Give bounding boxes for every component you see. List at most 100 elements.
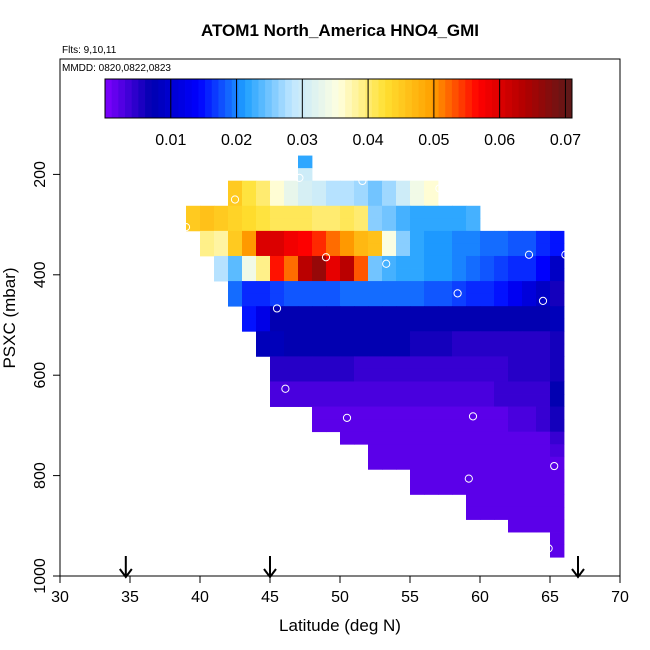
heatmap-cell	[522, 519, 537, 533]
colorbar-swatch	[391, 79, 399, 118]
heatmap-cell	[522, 368, 537, 382]
colorbar-swatch	[518, 79, 526, 118]
heatmap-cell	[354, 368, 369, 382]
heatmap-cell	[354, 230, 369, 244]
heatmap-cell	[396, 281, 411, 295]
heatmap-cell	[522, 281, 537, 295]
heatmap-cell	[536, 444, 551, 458]
heatmap-cell	[522, 293, 537, 307]
heatmap-cell	[200, 205, 215, 219]
heatmap-cell	[368, 255, 383, 269]
heatmap-cell	[536, 243, 551, 257]
heatmap-cell	[340, 180, 355, 194]
heatmap-cell	[284, 243, 299, 257]
observation-point	[468, 412, 478, 421]
heatmap-cell	[298, 293, 313, 307]
heatmap-cell	[382, 394, 397, 407]
heatmap-cell	[298, 306, 313, 320]
heatmap-cell	[214, 205, 229, 219]
heatmap-cell	[270, 180, 285, 194]
flight-arrow	[263, 556, 277, 579]
heatmap-cell	[438, 444, 453, 458]
heatmap-cell	[396, 419, 411, 433]
heatmap-cell	[550, 381, 565, 395]
heatmap-cell	[256, 193, 271, 207]
heatmap-cell	[312, 180, 327, 194]
heatmap-cell	[522, 381, 537, 395]
heatmap-cell	[480, 481, 495, 495]
heatmap-cell	[452, 230, 467, 244]
heatmap-cell	[410, 318, 425, 332]
heatmap-cell	[242, 230, 257, 244]
heatmap-cell	[256, 243, 271, 257]
heatmap-cell	[312, 394, 327, 407]
colorbar-swatch	[325, 79, 333, 118]
heatmap-cell	[256, 205, 271, 219]
heatmap-cell	[536, 255, 551, 269]
heatmap-cell	[494, 419, 509, 433]
heatmap-cell	[410, 406, 425, 420]
heatmap-cell	[410, 394, 425, 407]
heatmap-cell	[438, 306, 453, 320]
heatmap-cell	[340, 205, 355, 219]
observation-point	[181, 223, 191, 232]
heatmap-cell	[396, 255, 411, 269]
heatmap-cell	[466, 431, 481, 445]
heatmap-cell	[508, 419, 523, 433]
heatmap-cell	[298, 180, 313, 194]
heatmap-cell	[438, 268, 453, 282]
heatmap-cell	[494, 356, 509, 370]
colorbar-swatch	[258, 79, 266, 118]
heatmap-cell	[424, 356, 439, 370]
heatmap-cell	[410, 419, 425, 433]
heatmap-cell	[550, 318, 565, 332]
heatmap-cell	[298, 205, 313, 219]
heatmap-cell	[550, 431, 565, 445]
heatmap-cell	[354, 281, 369, 295]
heatmap-cell	[536, 381, 551, 395]
heatmap-cell	[550, 343, 565, 357]
heatmap-cell	[270, 218, 285, 232]
heatmap-cell	[270, 205, 285, 219]
heatmap-cell	[466, 268, 481, 282]
colorbar-swatch	[458, 79, 466, 118]
heatmap-cell	[256, 293, 271, 307]
heatmap-cell	[452, 431, 467, 445]
heatmap-cell	[242, 243, 257, 257]
heatmap-cell	[536, 230, 551, 244]
heatmap-cell	[256, 281, 271, 295]
heatmap-cell	[368, 406, 383, 420]
heatmap-cell	[368, 281, 383, 295]
colorbar-swatch	[111, 79, 119, 118]
heatmap-cell	[438, 205, 453, 219]
heatmap-cell	[340, 343, 355, 357]
heatmap-cell	[522, 469, 537, 483]
heatmap-cell	[466, 444, 481, 458]
heatmap-cell	[438, 394, 453, 407]
heatmap-cell	[508, 494, 523, 508]
heatmap-cell	[438, 243, 453, 257]
heatmap-cell	[340, 331, 355, 345]
heatmap-cell	[536, 456, 551, 470]
heatmap-cell	[368, 331, 383, 345]
colorbar-swatch	[565, 79, 573, 118]
heatmap-cell	[270, 281, 285, 295]
heatmap-cell	[312, 293, 327, 307]
heatmap-cell	[354, 180, 369, 194]
heatmap-cell	[312, 281, 327, 295]
heatmap-cell	[522, 230, 537, 244]
heatmap-cell	[452, 331, 467, 345]
colorbar-swatch	[178, 79, 186, 118]
heatmap-cell	[536, 406, 551, 420]
heatmap-cell	[396, 456, 411, 470]
heatmap-cell	[438, 318, 453, 332]
heatmap-cell	[508, 431, 523, 445]
heatmap-cell	[410, 205, 425, 219]
heatmap-cell	[550, 519, 565, 533]
heatmap-cell	[396, 431, 411, 445]
heatmap-cell	[536, 519, 551, 533]
heatmap-cell	[452, 444, 467, 458]
heatmap-cell	[382, 293, 397, 307]
colorbar-swatch	[538, 79, 546, 118]
